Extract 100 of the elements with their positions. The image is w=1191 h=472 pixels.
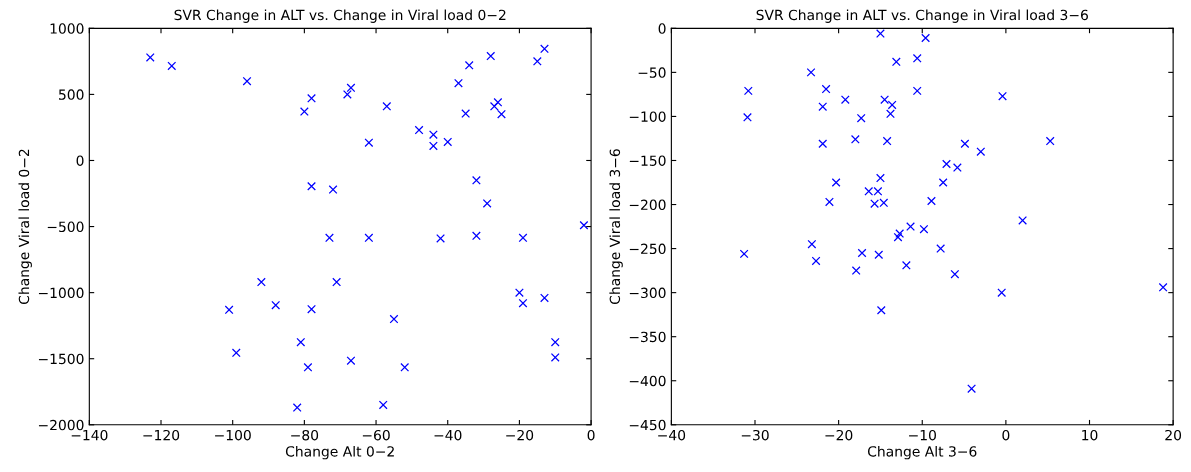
point [332,277,342,287]
point [346,356,356,366]
point [997,288,1007,298]
point [906,222,915,231]
point [364,233,374,243]
y-tick-label: −1500 [38,353,84,365]
point [876,173,885,183]
point [328,185,338,194]
point [292,403,302,413]
point [382,101,392,111]
point [224,305,234,315]
point [346,83,356,93]
point [518,233,528,243]
point [938,178,948,187]
y-axis-title: Change Viral load 0−2 [18,149,32,305]
point [876,29,885,39]
point [743,112,752,122]
x-tick-label: 0 [587,429,595,441]
point [471,175,481,185]
point [936,244,946,254]
point [514,288,524,298]
y-tick-label: −300 [629,287,666,299]
x-tick-label: −100 [215,429,251,441]
y-axis-title: Change Viral load 3−6 [609,149,623,305]
point [739,249,749,259]
point [256,277,266,287]
point [414,125,424,135]
point [579,220,589,230]
point [231,348,241,358]
point [400,362,410,372]
x-tick-label: −10 [909,429,936,441]
y-tick-label: 0 [76,155,84,166]
x-tick-label: −40 [434,429,462,441]
y-tick-label: −400 [629,375,666,387]
point [540,44,549,54]
point [824,197,834,207]
point [167,61,177,71]
x-tick-label: −40 [658,429,686,441]
point [299,107,309,117]
x-tick-label: −20 [825,429,853,441]
y-tick-label: −500 [47,221,84,233]
x-tick-label: −30 [741,429,769,441]
point [464,60,474,70]
point [389,314,399,324]
point [532,56,542,66]
point [901,260,911,270]
point [378,400,388,410]
point [443,137,453,147]
point [942,159,951,169]
point [471,231,481,241]
point [518,298,528,308]
point [271,300,281,310]
x-tick-label: 20 [1165,429,1182,441]
point [807,239,817,249]
point [919,224,929,234]
point [856,113,866,123]
point [821,84,831,94]
y-tick-label: −50 [638,67,666,78]
point [1158,282,1168,292]
point [242,76,252,86]
point [482,199,492,208]
x-axis-title: Change Alt 3−6 [867,445,977,460]
point [874,250,884,260]
point [428,141,438,151]
y-tick-label: −2000 [38,419,84,431]
x-tick-label: 0 [1002,429,1010,441]
chart-title: SVR Change in ALT vs. Change in Viral load 0−2 [174,9,506,23]
point [811,256,821,266]
point [436,234,445,243]
point [296,337,306,347]
x-tick-label: 10 [1082,429,1098,441]
point [342,89,352,99]
point [1045,136,1055,146]
point [1018,215,1028,225]
x-tick-label: −120 [143,429,180,441]
point [960,139,970,149]
point [307,304,316,314]
x-axis-title: Change Alt 0−2 [285,445,394,460]
point [998,91,1007,101]
point [307,93,316,103]
point [851,266,861,276]
point [307,181,316,191]
point [927,196,936,206]
point [912,86,922,96]
x-tick-label: −140 [71,429,108,441]
point [880,95,890,105]
point [325,233,334,243]
point [876,305,886,315]
point [454,78,463,88]
point [550,352,560,362]
point [891,57,901,67]
y-tick-label: 0 [658,23,666,34]
point [806,67,816,77]
point [967,384,977,394]
point [857,248,867,258]
point [540,293,549,303]
y-tick-label: −150 [629,155,666,166]
y-tick-label: 500 [59,89,84,100]
point [497,109,506,119]
point [486,51,496,61]
